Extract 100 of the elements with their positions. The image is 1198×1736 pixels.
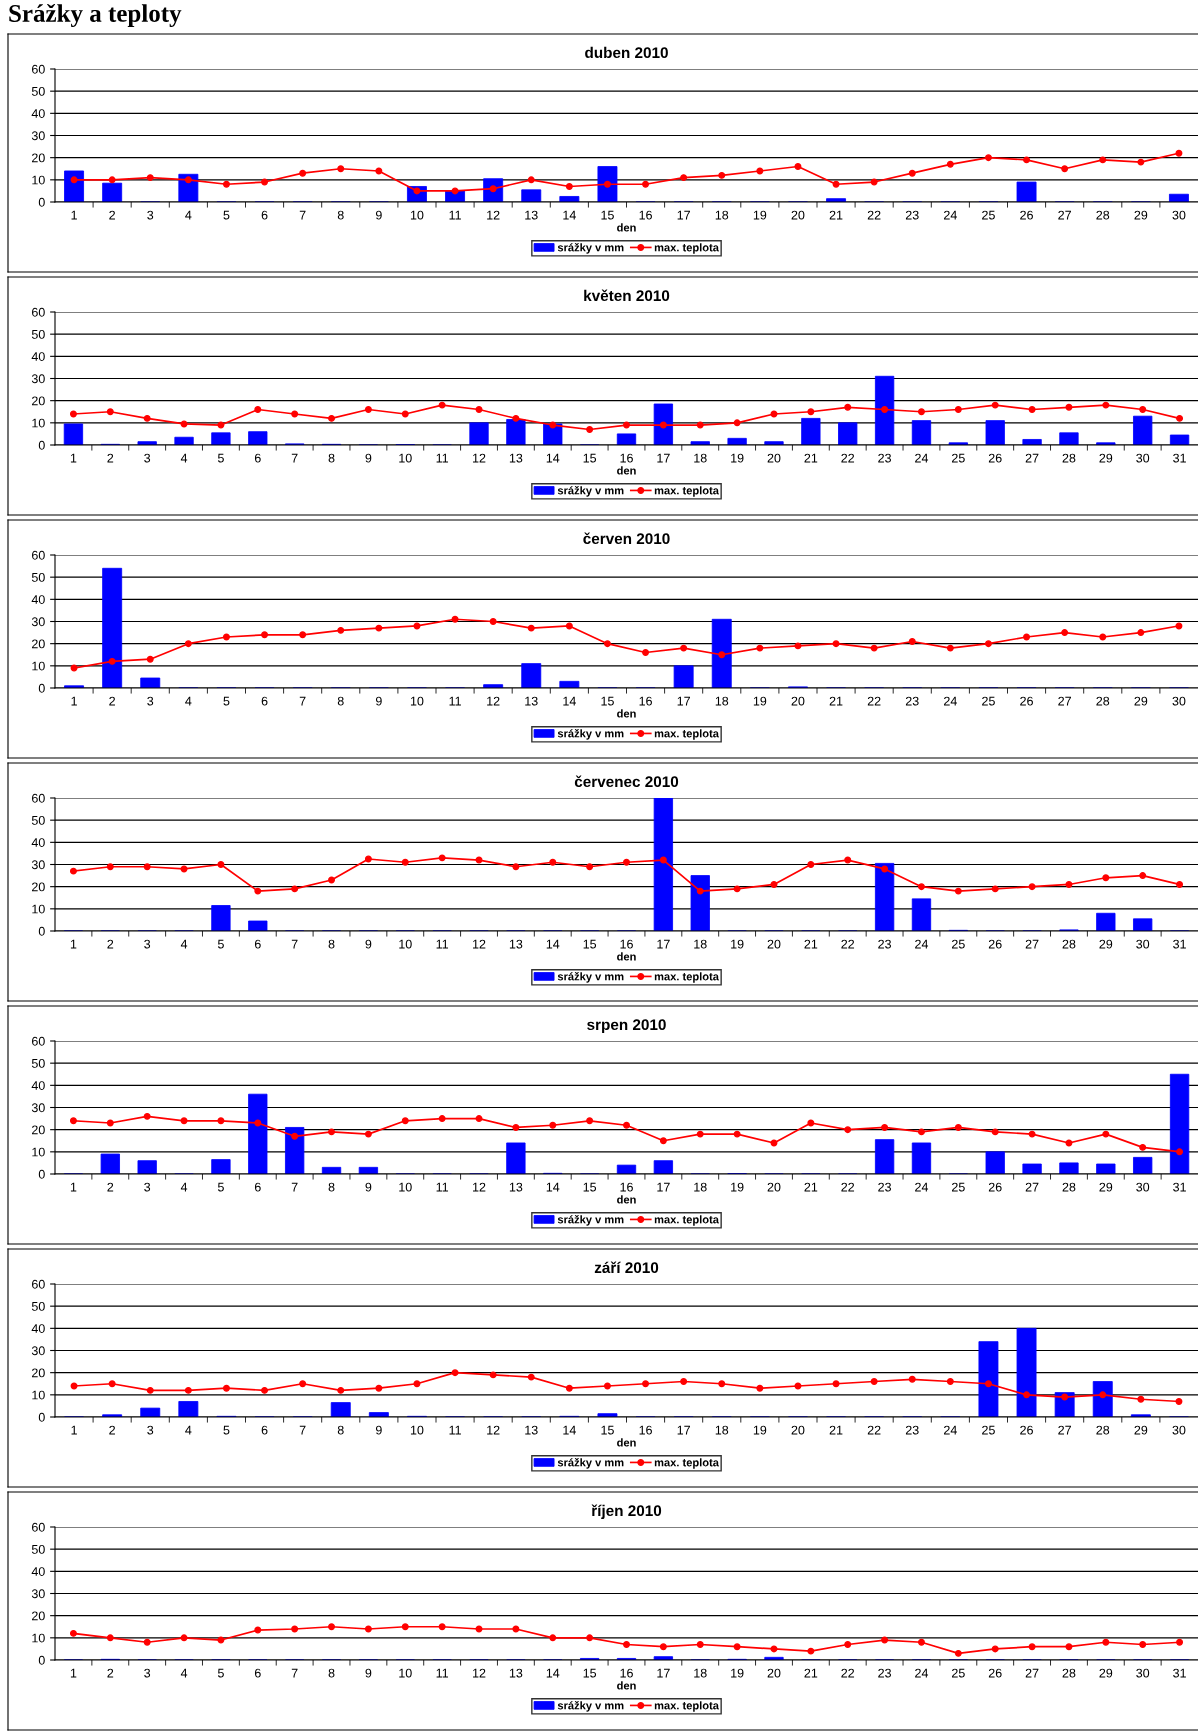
- y-tick-label: 30: [31, 1346, 45, 1356]
- x-tick-label: 23: [905, 210, 919, 220]
- chart-title: říjen 2010: [591, 1504, 662, 1520]
- x-tick-label: 10: [410, 696, 424, 706]
- chart-title: srpen 2010: [587, 1019, 666, 1034]
- x-tick-label: 6: [261, 696, 268, 706]
- legend-label: srážky v mm: [557, 1701, 624, 1712]
- y-tick-label: 20: [32, 396, 45, 406]
- x-tick-label: 17: [677, 1425, 690, 1435]
- x-tick-label: 23: [878, 939, 891, 949]
- y-tick-label: 40: [31, 838, 45, 847]
- y-tick-label: 50: [31, 329, 45, 339]
- y-tick-label: 60: [32, 550, 45, 560]
- x-tick-label: 3: [144, 1182, 151, 1192]
- x-tick-label: 14: [563, 210, 576, 220]
- x-tick-label: 3: [144, 453, 151, 463]
- x-tick-label: 31: [1173, 1182, 1186, 1192]
- x-tick-label: 9: [365, 1668, 372, 1678]
- x-tick-label: 29: [1134, 210, 1148, 220]
- x-tick-label: 30: [1172, 696, 1186, 706]
- legend-label: srážky v mm: [557, 972, 624, 983]
- x-tick-label: 17: [657, 1182, 670, 1192]
- x-tick-label: 4: [180, 1668, 188, 1678]
- x-tick-label: 13: [509, 1182, 523, 1192]
- x-axis-title: den: [617, 223, 636, 232]
- x-tick-label: 24: [915, 1668, 929, 1678]
- y-tick-label: 0: [38, 1169, 45, 1179]
- y-tick-label: 10: [32, 175, 45, 185]
- x-tick-label: 23: [878, 453, 891, 463]
- x-tick-label: 21: [804, 1182, 818, 1192]
- x-tick-label: 20: [791, 696, 805, 706]
- y-tick-label: 0: [38, 1412, 45, 1422]
- x-tick-label: 6: [254, 1668, 261, 1678]
- x-tick-label: 23: [905, 696, 919, 706]
- y-tick-label: 30: [31, 131, 45, 141]
- x-tick-label: 1: [70, 1668, 77, 1678]
- y-tick-label: 60: [32, 307, 45, 317]
- x-tick-label: 1: [71, 210, 77, 220]
- x-tick-label: 16: [620, 1668, 633, 1678]
- x-tick-label: 14: [546, 453, 560, 463]
- x-tick-label: 9: [375, 1425, 382, 1435]
- x-tick-label: 8: [328, 453, 335, 463]
- x-tick-label: 1: [70, 1182, 77, 1192]
- x-tick-label: 22: [841, 1668, 855, 1678]
- x-tick-label: 14: [563, 1425, 576, 1435]
- x-tick-label: 5: [223, 210, 230, 220]
- x-tick-label: 23: [905, 1425, 919, 1435]
- x-tick-label: 11: [449, 696, 461, 706]
- x-tick-label: 5: [217, 1668, 224, 1678]
- x-tick-label: 17: [657, 1668, 670, 1678]
- x-tick-label: 20: [767, 1182, 781, 1192]
- x-tick-label: 12: [473, 453, 486, 463]
- y-tick-label: 20: [32, 1125, 45, 1135]
- x-tick-label: 24: [944, 1425, 957, 1435]
- x-tick-label: 20: [767, 1668, 781, 1678]
- x-tick-label: 26: [1020, 210, 1033, 220]
- x-tick-label: 9: [365, 1182, 372, 1192]
- x-tick-label: 17: [657, 453, 670, 463]
- y-tick-label: 20: [32, 639, 45, 649]
- x-tick-label: 6: [254, 1182, 261, 1192]
- legend-label: srážky v mm: [557, 729, 624, 740]
- text: Srážky a teploty: [9, 4, 182, 28]
- x-tick-label: 3: [147, 1425, 154, 1435]
- x-tick-label: 5: [223, 1425, 230, 1435]
- y-tick-label: 50: [31, 1544, 45, 1554]
- x-tick-label: 5: [217, 939, 224, 949]
- x-tick-label: 14: [546, 1668, 560, 1678]
- y-tick-label: 50: [31, 1058, 45, 1068]
- y-tick-label: 0: [38, 440, 45, 450]
- x-tick-label: 15: [583, 453, 597, 463]
- legend-label: max. teplota: [654, 1458, 720, 1469]
- x-tick-label: 18: [715, 696, 729, 706]
- x-tick-label: 18: [715, 210, 729, 220]
- x-tick-label: 3: [144, 1668, 151, 1678]
- x-tick-label: 15: [583, 939, 597, 949]
- x-tick-label: 6: [261, 1425, 268, 1435]
- x-tick-label: 15: [601, 696, 614, 706]
- y-tick-label: 60: [32, 1279, 45, 1289]
- chart-title: červen 2010: [583, 532, 670, 545]
- x-tick-label: 8: [328, 1182, 335, 1192]
- x-tick-label: 9: [365, 453, 372, 463]
- x-tick-label: 23: [878, 1668, 891, 1678]
- x-tick-label: 4: [180, 939, 188, 949]
- x-tick-label: 19: [731, 453, 744, 463]
- y-tick-label: 10: [32, 1390, 45, 1400]
- y-tick-label: 50: [31, 86, 45, 96]
- x-tick-label: 26: [988, 453, 1002, 463]
- x-tick-label: 6: [261, 210, 268, 220]
- x-tick-label: 30: [1172, 210, 1186, 220]
- x-tick-label: 26: [988, 939, 1002, 949]
- x-tick-label: 18: [694, 1668, 707, 1678]
- y-tick-label: 50: [31, 815, 45, 825]
- x-tick-label: 2: [107, 453, 114, 463]
- x-tick-label: 19: [753, 1425, 767, 1435]
- x-tick-label: 3: [147, 210, 154, 220]
- x-tick-label: 13: [525, 696, 538, 706]
- x-tick-label: 9: [365, 939, 372, 949]
- x-tick-label: 7: [299, 1425, 306, 1435]
- x-tick-label: 1: [71, 1425, 77, 1435]
- x-tick-label: 1: [70, 939, 77, 949]
